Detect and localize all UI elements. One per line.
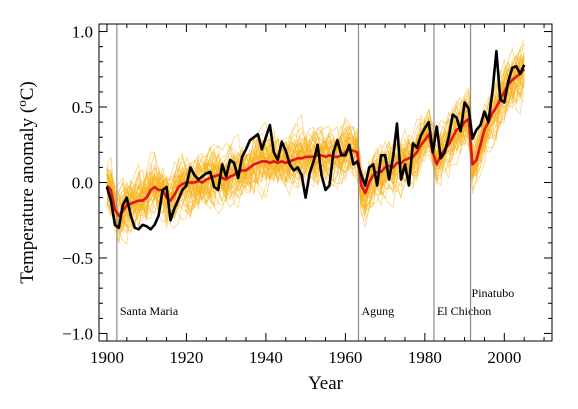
x-axis-title: Year [308,373,344,394]
y-tick-label: 0.0 [72,174,93,193]
y-axis-title-post: C) [17,81,38,100]
x-tick-label: 1960 [328,348,362,367]
x-tick-label: 1900 [90,348,124,367]
observed-line [105,49,526,231]
ticks-layer: 1900 1920 1940 1960 1980 2000 −1.0 −0.5 0.0 0.5 1.… [62,23,552,367]
volcano-label: Santa Maria [120,304,179,318]
y-axis-title-sup: o [14,100,29,107]
ensemble-layer [106,38,525,246]
y-tick-label: 1.0 [72,23,93,42]
y-tick-label: −0.5 [62,249,93,268]
y-tick-label: 0.5 [72,98,93,117]
volcano-label: Agung [361,304,394,318]
volcano-layer: Santa Maria Agung El Chichon Pinatubo [116,24,515,341]
series-layer [105,49,526,231]
x-tick-label: 1920 [169,348,203,367]
x-tick-label: 1980 [408,348,442,367]
ensemble-member-line [106,59,525,211]
x-tick-label: 1940 [249,348,283,367]
y-tick-label: −1.0 [62,324,93,343]
x-tick-label: 2000 [487,348,521,367]
y-axis-title: Temperature anomaly (oC) [14,81,38,283]
y-axis-title-pre: Temperature anomaly ( [17,107,38,284]
volcano-label: Pinatubo [472,286,515,300]
volcano-label: El Chichon [437,304,491,318]
